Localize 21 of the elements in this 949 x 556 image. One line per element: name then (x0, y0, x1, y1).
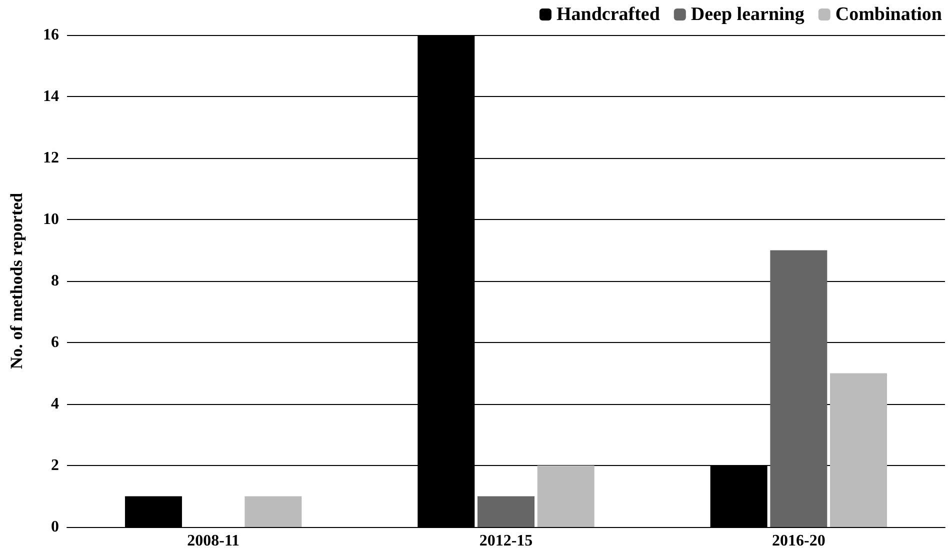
y-axis-title: No. of methods reported (7, 192, 26, 370)
y-tick-label: 6 (51, 334, 59, 351)
legend-label: Handcrafted (556, 4, 660, 25)
bar (478, 496, 534, 527)
x-tick-label: 2016-20 (772, 532, 826, 550)
y-tick-label: 0 (51, 518, 59, 536)
bar (830, 373, 888, 527)
bar (537, 466, 594, 527)
x-tick-label: 2008-11 (187, 532, 240, 550)
y-tick-label: 4 (51, 396, 59, 412)
y-tick-label: 8 (51, 272, 59, 290)
x-tick-label: 2012-15 (479, 532, 533, 550)
legend-label: Combination (835, 4, 942, 25)
y-tick-label: 14 (43, 88, 59, 105)
y-tick-label: 12 (43, 150, 59, 166)
y-tick-label: 16 (43, 26, 59, 44)
y-tick-label: 2 (51, 457, 59, 474)
y-tick-label: 10 (43, 211, 59, 228)
legend-label: Deep learning (690, 4, 805, 25)
bar (244, 496, 302, 527)
bar (770, 250, 828, 527)
